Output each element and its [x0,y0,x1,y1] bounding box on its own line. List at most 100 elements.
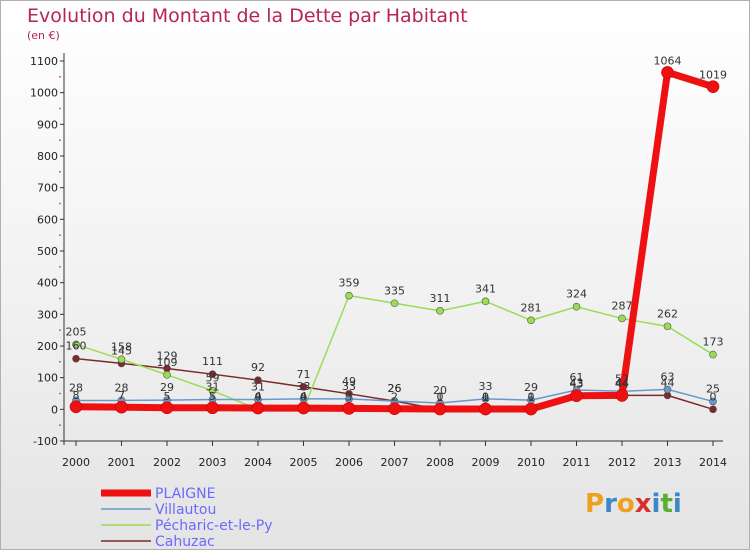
data-label: 1 [528,391,535,404]
data-point [69,400,83,414]
data-label: 0 [300,390,307,403]
logo-letter: P [585,489,605,519]
data-point [709,350,717,359]
data-point [479,402,492,416]
data-point [342,402,356,415]
data-label: 287 [612,299,633,312]
y-tick-label: 0 [51,403,58,416]
data-point [254,376,262,385]
legend-label: Cahuzac [155,534,215,549]
data-label: 31 [251,381,265,394]
data-label: 33 [342,380,356,393]
x-tick-label: 2010 [517,456,545,469]
data-label: 26 [388,382,402,395]
y-tick-label: 1100 [30,55,58,68]
data-label: 28 [115,381,129,394]
data-point [433,402,447,416]
data-label: 111 [202,355,223,368]
x-tick-label: 2001 [108,456,136,469]
data-label: 1 [482,391,489,404]
data-label: 1064 [654,54,682,67]
y-unit-label: (en €) [27,29,60,42]
data-label: 109 [157,356,178,369]
data-label: 4 [255,390,262,403]
x-tick-label: 2014 [699,456,727,469]
data-label: 59 [206,372,220,385]
data-label: 92 [251,361,265,374]
data-label: 3 [346,390,353,403]
data-label: 0 [482,390,489,403]
data-label: 61 [570,371,584,384]
data-label: 5 [164,390,171,403]
y-minor-tick [59,139,61,142]
data-label: 359 [339,277,360,290]
data-label: 281 [521,301,542,314]
y-tick-label: 500 [37,245,58,258]
data-label: 63 [661,370,675,383]
y-minor-tick [59,392,61,395]
data-point [117,355,126,364]
data-point [709,405,717,414]
data-point [527,316,535,325]
y-minor-tick [59,360,61,363]
x-tick-label: 2009 [472,456,500,469]
y-minor-tick [59,265,61,268]
data-point [436,307,444,315]
data-label: 5 [209,390,216,403]
logo-letter: r [604,489,617,519]
y-tick-label: 600 [37,213,58,226]
x-tick-label: 2008 [426,456,454,469]
data-label: 173 [703,336,724,349]
data-point [251,401,265,415]
logo-letter: x [634,489,652,519]
logo-letter: o [616,489,635,519]
data-label: 43 [570,378,584,391]
data-label: 311 [430,292,451,305]
data-point [481,297,490,306]
data-label: 44 [615,376,629,389]
data-point [663,385,672,394]
data-point [570,389,583,403]
y-minor-tick [59,329,61,332]
series-pecharic-et-le-py [72,291,717,414]
x-tick-label: 2003 [199,456,227,469]
data-point [390,299,399,308]
data-point [297,401,310,415]
data-label: 2 [391,391,398,404]
data-label: 25 [706,382,720,395]
x-tick-label: 2002 [153,456,181,469]
data-label: 49 [342,375,356,388]
data-label: 33 [297,380,311,393]
y-tick-label: 900 [37,118,58,131]
y-minor-tick [59,424,61,427]
y-minor-tick [59,202,61,205]
proxiti-logo: Proxiti [585,489,682,519]
y-minor-tick [59,170,61,173]
logo-letter: i [651,489,661,519]
y-tick-label: 300 [37,308,58,321]
data-label: 341 [475,282,496,295]
legend-label: Villautou [155,502,216,518]
x-tick-label: 2011 [563,456,591,469]
data-point [115,400,128,414]
data-label: 71 [297,368,311,381]
data-label: 205 [66,325,87,338]
data-point [208,386,217,395]
data-point [345,291,353,300]
data-label: 158 [111,340,132,353]
data-point [524,402,538,416]
data-point [481,395,490,403]
data-label: 0 [255,390,262,403]
y-tick-label: 1000 [30,87,58,100]
y-tick-label: 400 [37,277,58,290]
logo-letter: i [672,489,682,519]
x-tick-label: 2007 [381,456,409,469]
x-tick-label: 2005 [290,456,318,469]
data-label: 7 [118,389,125,402]
data-label: 43 [570,377,584,390]
data-label: 160 [66,340,87,353]
data-label: 31 [206,381,220,394]
x-tick-label: 2012 [608,456,636,469]
data-point [388,402,401,416]
